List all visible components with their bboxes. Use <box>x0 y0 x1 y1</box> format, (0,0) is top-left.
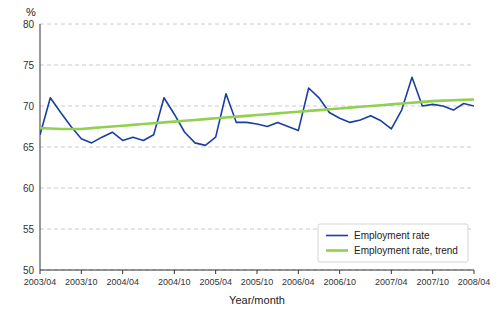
legend-swatch <box>326 249 348 252</box>
chart: 50 55 60 65 70 75 80 2003/04 2003/10 2004/04 2004/… <box>0 0 498 312</box>
legend-box <box>318 224 468 262</box>
grid <box>40 24 474 270</box>
y-axis-label: % <box>26 6 36 18</box>
x-tick <box>122 270 123 274</box>
x-tick <box>81 270 82 274</box>
y-tick-label: 80 <box>23 19 35 30</box>
y-tick-label: 55 <box>23 224 35 235</box>
y-tick-label: 65 <box>23 142 35 153</box>
legend-swatch <box>326 235 348 237</box>
y-tick-label: 70 <box>23 101 35 112</box>
x-tick-label: 2005/04 <box>199 277 232 287</box>
x-tick <box>174 270 175 274</box>
legend-label: Employment rate, trend <box>354 245 458 256</box>
line <box>40 77 474 145</box>
x-tick <box>215 270 216 274</box>
grid-line <box>40 24 474 25</box>
y-tick-label: 75 <box>23 60 35 71</box>
x-tick-label: 2008/04 <box>458 277 491 287</box>
grid-line <box>40 147 474 148</box>
x-tick-label: 2006/04 <box>282 277 315 287</box>
x-tick <box>474 270 475 274</box>
x-tick-label: 2003/04 <box>24 277 57 287</box>
x-tick <box>40 270 41 274</box>
grid-line <box>40 65 474 66</box>
x-tick-label: 2004/04 <box>106 277 139 287</box>
y-tick-label: 50 <box>23 265 35 276</box>
grid-line <box>40 106 474 107</box>
line <box>40 99 474 129</box>
legend: Employment rate Employment rate, trend <box>318 224 468 262</box>
grid-line <box>40 188 474 189</box>
x-tick-label: 2003/10 <box>65 277 98 287</box>
x-tick <box>339 270 340 274</box>
x-tick-label: 2004/10 <box>158 277 191 287</box>
x-tick <box>298 270 299 274</box>
x-axis-label: Year/month <box>229 294 285 306</box>
x-tick-label: 2007/10 <box>416 277 449 287</box>
y-axis <box>40 24 41 270</box>
x-tick <box>257 270 258 274</box>
x-tick <box>391 270 392 274</box>
x-tick <box>432 270 433 274</box>
x-tick-label: 2007/04 <box>375 277 408 287</box>
x-tick-label: 2005/10 <box>241 277 274 287</box>
legend-label: Employment rate <box>354 230 430 241</box>
y-tick-label: 60 <box>23 183 35 194</box>
plot-area <box>40 77 474 145</box>
x-tick-label: 2006/10 <box>323 277 356 287</box>
